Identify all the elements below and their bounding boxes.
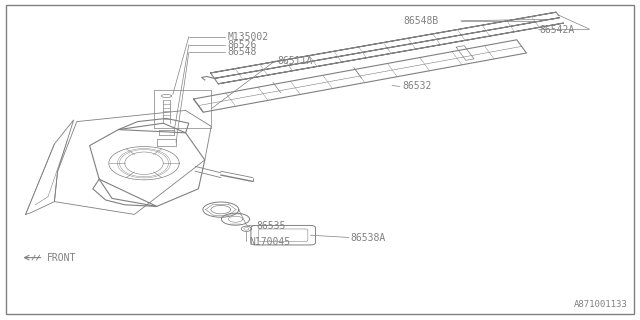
Text: 86532: 86532 (402, 81, 431, 92)
Text: 86548: 86548 (227, 47, 257, 58)
Text: 86548B: 86548B (403, 16, 438, 26)
Text: N170045: N170045 (250, 237, 291, 247)
Text: 86535: 86535 (256, 220, 285, 231)
Text: 86538A: 86538A (351, 233, 386, 243)
Text: FRONT: FRONT (47, 252, 76, 263)
Text: A871001133: A871001133 (573, 300, 627, 309)
Text: 86526: 86526 (227, 40, 257, 50)
Text: 86511A: 86511A (277, 56, 312, 66)
Text: M135002: M135002 (227, 32, 268, 42)
Text: 86542A: 86542A (539, 25, 574, 36)
